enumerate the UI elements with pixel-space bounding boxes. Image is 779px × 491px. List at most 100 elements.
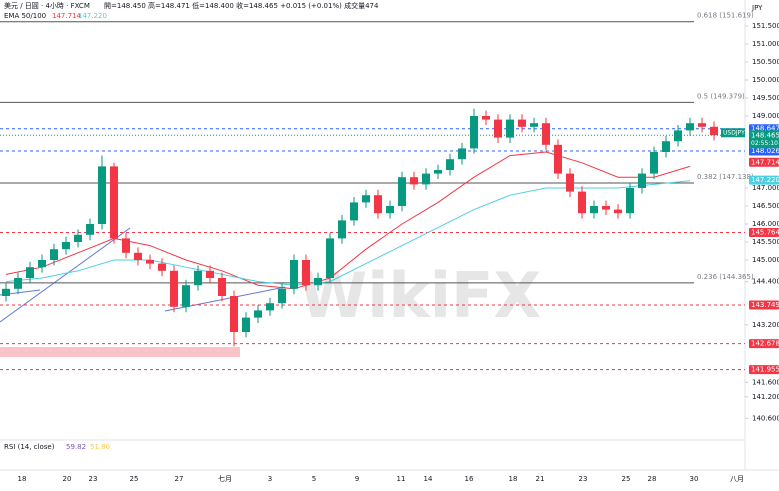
candle-body — [458, 148, 466, 160]
candle-body — [38, 259, 46, 268]
y-tick-label: 141.200 — [752, 393, 779, 401]
last-price-label: 148.465 — [751, 131, 779, 139]
candle-body — [50, 249, 58, 260]
price-tag-label: 142.678 — [751, 340, 779, 348]
candle-body — [62, 241, 70, 250]
x-tick-label: 14 — [424, 475, 433, 483]
ema-line — [5, 180, 691, 286]
y-tick-label: 143.200 — [752, 321, 779, 329]
candle-body — [134, 252, 142, 260]
price-tag-label: 148.647 — [751, 125, 779, 133]
ema-line — [5, 151, 691, 290]
candle-body — [434, 169, 442, 174]
candle-body — [170, 270, 178, 307]
candle-body — [146, 259, 154, 264]
candle-body — [242, 317, 250, 332]
price-tag-label: 148.026 — [751, 147, 779, 155]
x-tick-label: 16 — [465, 475, 474, 483]
candle-body — [578, 191, 586, 214]
x-tick-label: 28 — [648, 475, 657, 483]
ema-label: EMA 50/100 — [4, 12, 46, 20]
candle-body — [374, 195, 382, 214]
rsi-value: 51.80 — [90, 443, 110, 451]
candle-body — [122, 238, 130, 253]
y-tick-label: 150.500 — [752, 58, 779, 66]
candle-body — [338, 220, 346, 239]
y-tick-label: 151.000 — [752, 40, 779, 48]
candle-body — [566, 173, 574, 192]
chart-title: 美元 / 日圓 · 4小時 · FXCM — [4, 1, 90, 10]
ema-value: 147.220 — [78, 12, 107, 20]
candle-body — [314, 277, 322, 286]
candle-body — [710, 126, 718, 136]
price-tag — [749, 146, 779, 156]
trend-line — [0, 227, 131, 323]
y-tick-label: 146.000 — [752, 220, 779, 228]
x-tick-label: 3 — [268, 475, 272, 483]
x-tick-label: 20 — [63, 475, 72, 483]
y-tick-label: 147.000 — [752, 184, 779, 192]
zone — [0, 347, 240, 357]
x-tick-label: 11 — [397, 475, 406, 483]
ema-value: 147.714 — [52, 12, 81, 20]
price-tag — [749, 157, 779, 167]
candle-body — [554, 144, 562, 174]
candle-body — [446, 159, 454, 170]
candle-body — [326, 238, 334, 278]
currency: JPY — [751, 4, 763, 12]
candle-body — [470, 115, 478, 149]
candle-body — [230, 295, 238, 332]
price-tag-label: 143.749 — [751, 301, 779, 309]
y-tick-label: 140.600 — [752, 414, 779, 422]
candle-body — [674, 130, 682, 142]
candle-body — [26, 267, 34, 278]
fib-label: 0.618 (151.619) — [697, 12, 754, 20]
watermark: WikiFX — [299, 259, 541, 332]
candle-body — [626, 187, 634, 214]
price-tag — [749, 175, 779, 185]
x-tick-label: 23 — [579, 475, 588, 483]
x-tick-label: 25 — [130, 475, 139, 483]
rsi-label: RSI (14, close) — [4, 443, 55, 451]
symbol-tag — [721, 128, 745, 138]
candle-body — [278, 288, 286, 304]
candle-body — [590, 205, 598, 214]
y-tick-label: 149.000 — [752, 112, 779, 120]
candle-body — [506, 119, 514, 138]
y-tick-label: 151.500 — [752, 22, 779, 30]
candle-body — [74, 234, 82, 242]
x-tick-label: 七月 — [218, 474, 232, 483]
x-tick-label: 5 — [312, 475, 316, 483]
price-tag — [749, 339, 779, 349]
candle-body — [194, 270, 202, 286]
countdown: 02:55:10 — [751, 140, 778, 147]
candle-body — [542, 123, 550, 145]
fib-label: 0.5 (149.379) — [697, 92, 745, 100]
x-tick-label: 21 — [536, 475, 545, 483]
price-tag-label: 147.220 — [751, 176, 779, 184]
candle-body — [362, 195, 370, 203]
candle-body — [182, 285, 190, 307]
candle-body — [350, 202, 358, 221]
candle-body — [86, 223, 94, 235]
y-tick-label: 145.500 — [752, 238, 779, 246]
y-tick-label: 145.000 — [752, 256, 779, 264]
price-tag — [749, 365, 779, 375]
candle-body — [614, 209, 622, 214]
candle-body — [386, 205, 394, 214]
candle-body — [422, 173, 430, 185]
price-tag-label: 141.955 — [751, 366, 779, 374]
y-tick-label: 150.000 — [752, 76, 779, 84]
candle-body — [482, 115, 490, 120]
candle-body — [662, 141, 670, 152]
x-tick-label: 9 — [355, 475, 359, 483]
x-tick-label: 八月 — [730, 475, 744, 483]
trend-line — [164, 286, 286, 312]
candle-body — [530, 123, 538, 127]
candle-body — [518, 119, 526, 127]
price-tag — [749, 300, 779, 310]
candle-body — [266, 303, 274, 311]
candle-body — [206, 270, 214, 278]
y-tick-label: 141.600 — [752, 378, 779, 386]
x-tick-label: 25 — [622, 475, 631, 483]
